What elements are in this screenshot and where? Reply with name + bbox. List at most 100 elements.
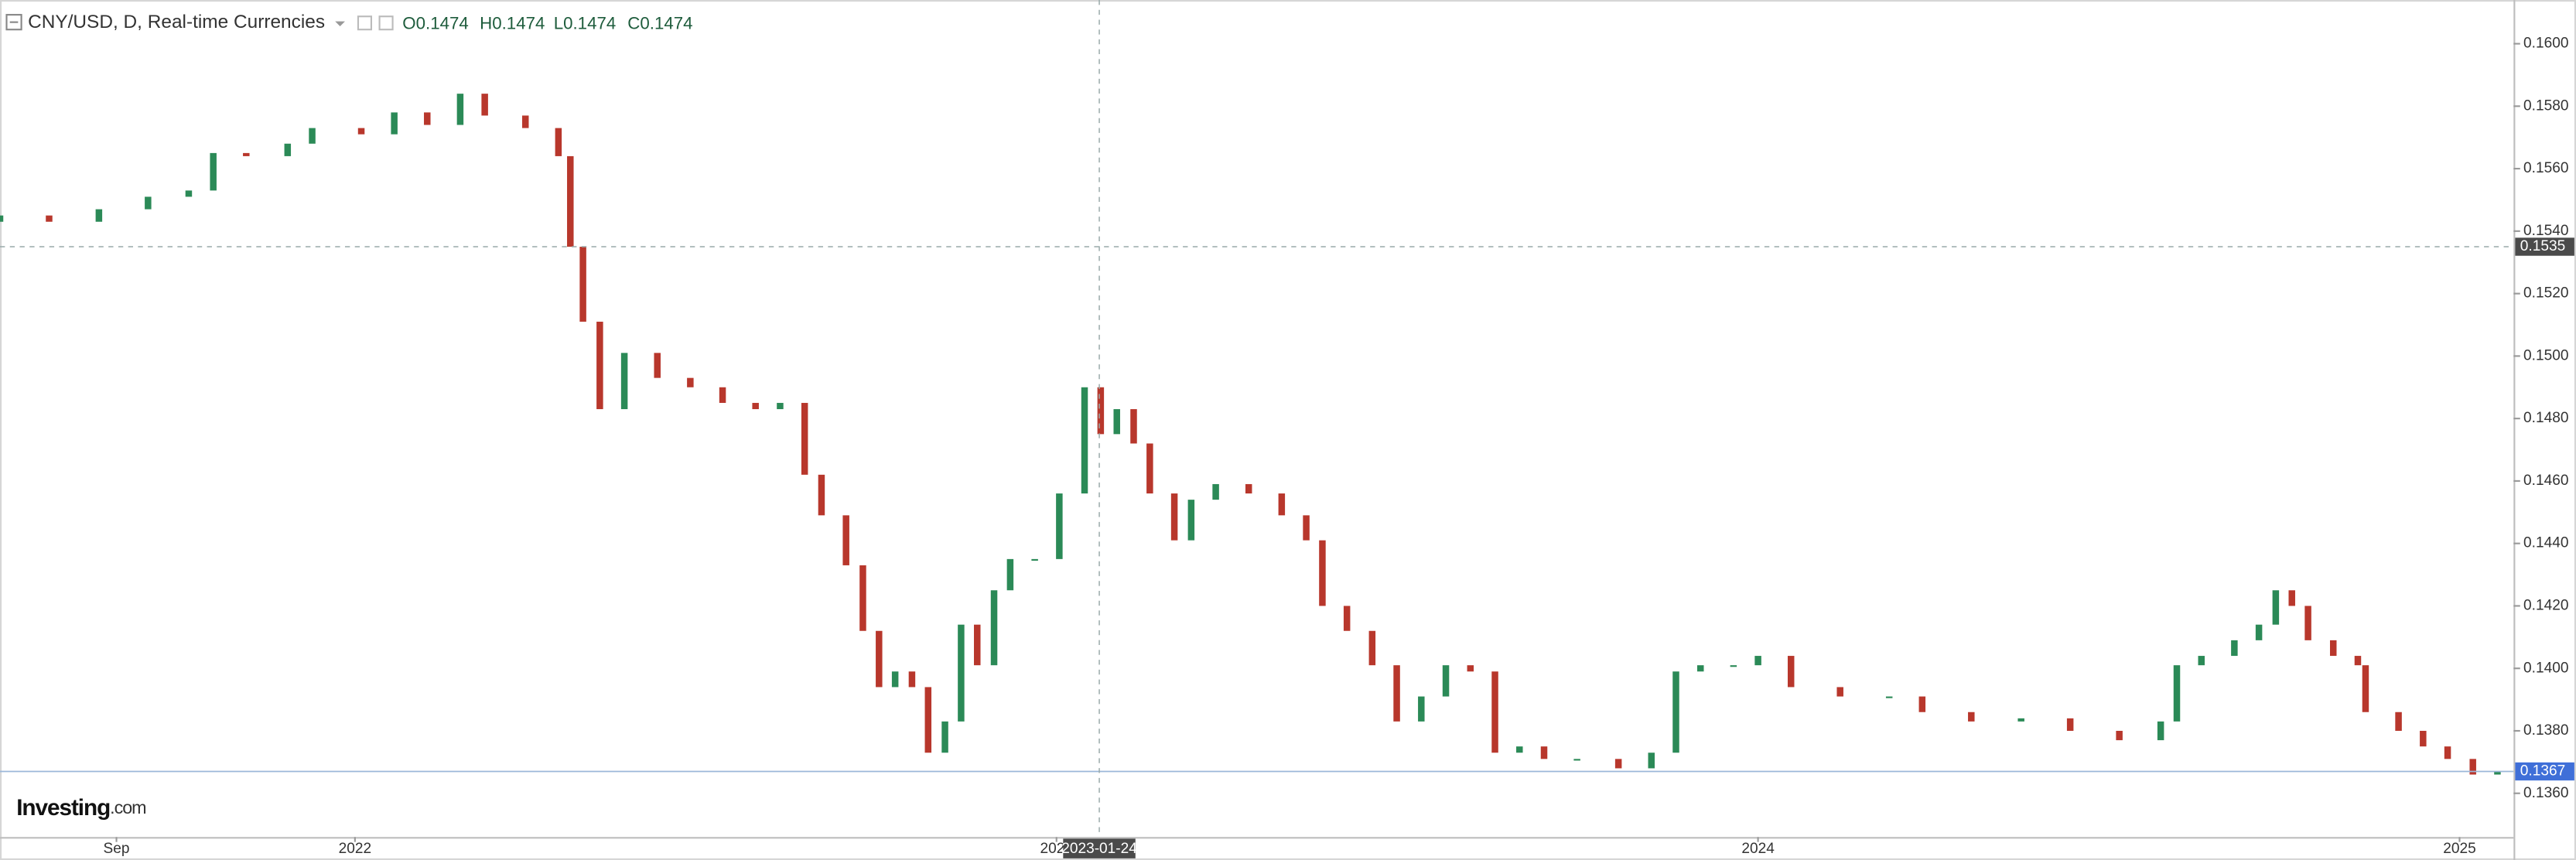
candle: [1212, 483, 1219, 500]
y-tick-label: 0.1440: [2523, 535, 2568, 551]
candle: [1614, 759, 1622, 769]
candle: [1006, 558, 1014, 591]
candle: [1343, 606, 1351, 631]
candle: [579, 247, 586, 322]
candle: [2198, 656, 2205, 666]
candle: [777, 402, 784, 410]
y-tick-label: 0.1400: [2523, 660, 2568, 676]
candle: [1056, 493, 1063, 559]
candle: [818, 474, 825, 516]
candle: [2272, 590, 2280, 625]
y-tick-label: 0.1380: [2523, 722, 2568, 739]
ohlc-low: L0.1474: [554, 14, 617, 33]
candle: [284, 143, 292, 156]
candle: [687, 377, 694, 387]
y-tick-label: 0.1540: [2523, 223, 2568, 239]
candle: [357, 128, 365, 135]
candle: [990, 590, 998, 666]
candle: [1540, 746, 1548, 759]
candle: [1648, 752, 1655, 769]
close-icon[interactable]: [378, 15, 394, 31]
x-tick-label: Sep: [104, 841, 130, 857]
y-tick-label: 0.1480: [2523, 410, 2568, 426]
candle: [481, 94, 488, 116]
candle: [1730, 665, 1737, 667]
candle: [1573, 759, 1580, 761]
y-tick-label: 0.1520: [2523, 285, 2568, 302]
candle: [1187, 500, 1195, 541]
logo-suffix: .com: [110, 797, 145, 817]
candle: [1787, 656, 1795, 688]
candle: [391, 112, 398, 135]
candle: [555, 128, 562, 156]
candle: [1278, 493, 1286, 516]
candle: [1754, 656, 1761, 666]
candle: [801, 402, 808, 475]
candle: [2469, 759, 2476, 775]
candle: [1113, 409, 1120, 435]
candle: [185, 190, 193, 197]
candle: [1303, 515, 1310, 541]
ohlc-high: H0.1474: [480, 14, 545, 33]
candle: [0, 215, 4, 222]
candle: [842, 515, 849, 565]
candle: [2066, 718, 2074, 731]
plot: [0, 94, 2501, 775]
crosshair-date-label: 2023-01-24: [1061, 841, 1137, 857]
candle: [1968, 712, 1975, 722]
candle: [596, 321, 603, 410]
candle: [2157, 721, 2164, 741]
x-tick-label: 2024: [1741, 841, 1775, 857]
candle: [2231, 640, 2238, 657]
collapse-icon[interactable]: [5, 14, 22, 31]
candle: [941, 721, 948, 753]
candle: [2395, 712, 2402, 731]
candle: [2329, 640, 2337, 657]
candle: [2420, 730, 2427, 747]
symbol-title: CNY/USD, D, Real-time Currencies: [28, 12, 325, 32]
dropdown-arrow[interactable]: [335, 21, 345, 26]
candle: [145, 196, 152, 210]
candle: [2288, 590, 2295, 606]
candle: [876, 630, 883, 688]
candle: [2304, 606, 2311, 640]
logo-name: Investing: [16, 795, 110, 821]
candle: [924, 687, 932, 753]
candle: [1319, 540, 1326, 606]
y-tick-label: 0.1500: [2523, 347, 2568, 363]
candle: [1368, 630, 1376, 666]
candle: [1672, 671, 1679, 753]
candle: [2444, 746, 2451, 759]
candle: [1245, 483, 1252, 494]
candle: [752, 402, 759, 410]
candle: [2354, 656, 2362, 666]
last-price-label: 0.1367: [2520, 763, 2565, 780]
candle: [719, 387, 726, 403]
x-tick-label: 2022: [339, 841, 372, 857]
candle: [620, 353, 628, 410]
candle: [46, 215, 53, 222]
candle: [1918, 696, 1926, 712]
y-tick-label: 0.1460: [2523, 473, 2568, 489]
candle: [521, 115, 529, 128]
x-tick-label: 2025: [2443, 841, 2476, 857]
y-tick-label: 0.1360: [2523, 785, 2568, 801]
candle: [1170, 493, 1178, 541]
candle: [1146, 443, 1153, 494]
candle: [1516, 746, 1523, 753]
candle: [2173, 665, 2181, 722]
candle: [1442, 665, 1450, 697]
candle: [1130, 409, 1137, 444]
candle: [974, 624, 981, 666]
candle: [210, 152, 217, 191]
candle: [908, 671, 916, 688]
candle: [1097, 387, 1105, 435]
settings-icon[interactable]: [357, 15, 373, 31]
candle: [1491, 671, 1498, 753]
last-price-tag: [2515, 762, 2574, 781]
candle: [95, 209, 103, 222]
